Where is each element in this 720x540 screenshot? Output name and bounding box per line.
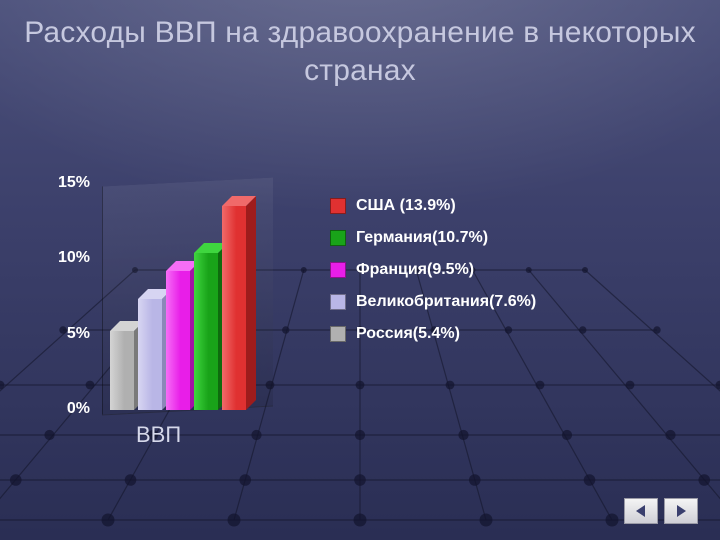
legend-label: Германия(10.7%) [356,229,488,247]
legend-swatch [330,230,346,246]
y-tick-label: 0% [44,400,90,418]
legend-label: Великобритания(7.6%) [356,293,536,311]
next-slide-button[interactable] [664,498,698,524]
bar-сша [222,206,256,410]
legend-label: Россия(5.4%) [356,325,460,343]
legend-item: Франция(9.5%) [330,254,536,286]
slide-nav [624,498,698,524]
legend-item: Германия(10.7%) [330,222,536,254]
legend-item: Великобритания(7.6%) [330,286,536,318]
y-tick-label: 15% [44,174,90,192]
y-tick-label: 5% [44,325,90,343]
legend-label: США (13.9%) [356,197,456,215]
legend-swatch [330,326,346,342]
chart-legend: США (13.9%) Германия(10.7%) Франция(9.5%) В… [330,190,536,350]
chart-x-label: ВВП [136,422,181,448]
slide-title: Расходы ВВП на здравоохранение в некотор… [0,14,720,90]
legend-swatch [330,262,346,278]
prev-slide-button[interactable] [624,498,658,524]
legend-item: США (13.9%) [330,190,536,222]
legend-swatch [330,294,346,310]
legend-label: Франция(9.5%) [356,261,474,279]
triangle-right-icon [674,504,688,518]
chart-plot-area [110,190,290,410]
slide: { "title": "Расходы ВВП на здравоохранен… [0,0,720,540]
legend-swatch [330,198,346,214]
legend-item: Россия(5.4%) [330,318,536,350]
bar-chart: ВВП 0%5%10%15% [50,190,290,450]
triangle-left-icon [634,504,648,518]
y-tick-label: 10% [44,249,90,267]
